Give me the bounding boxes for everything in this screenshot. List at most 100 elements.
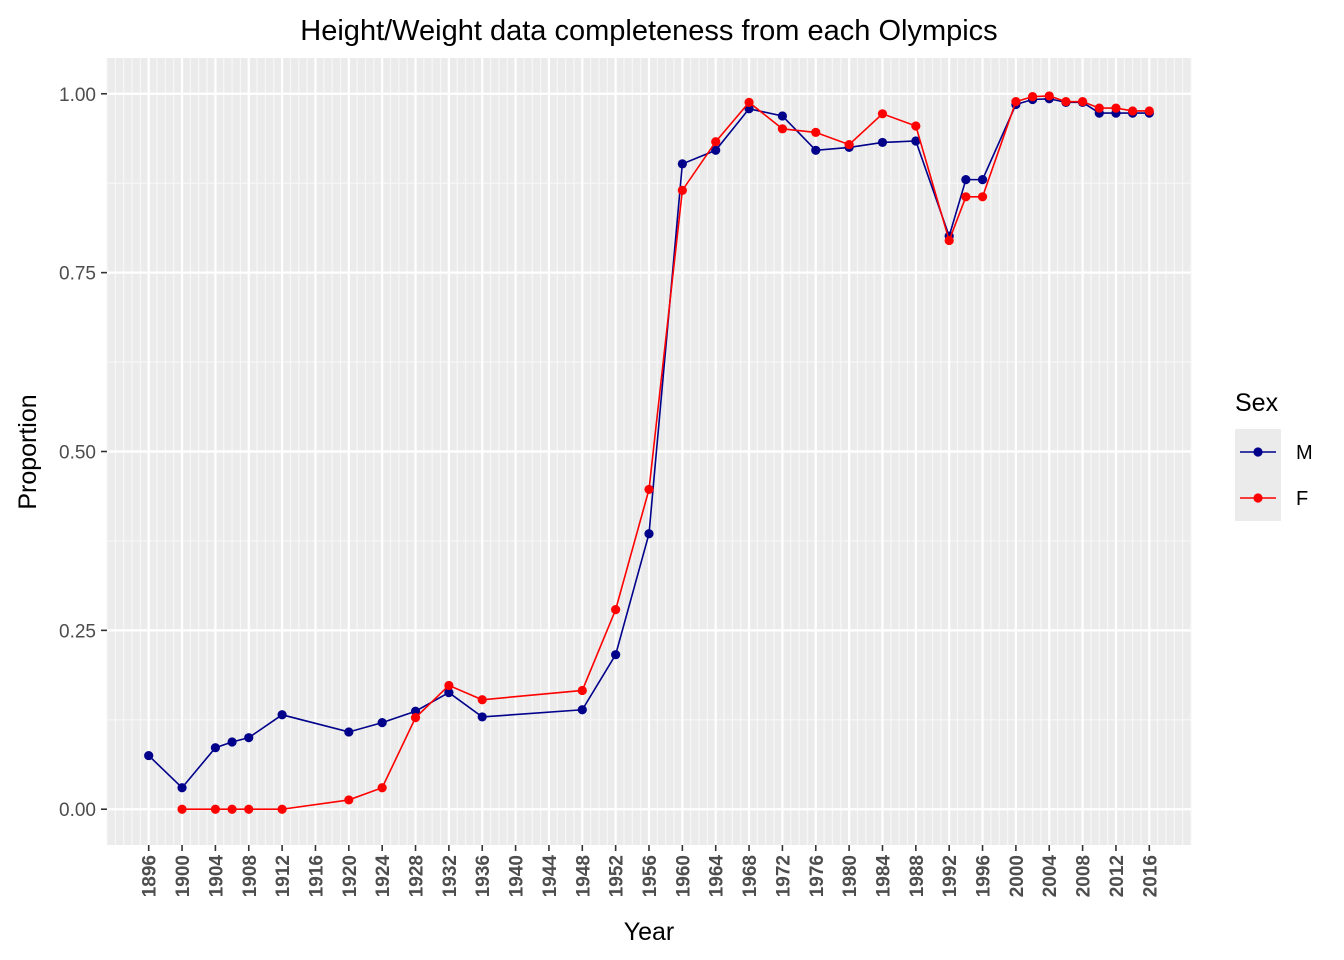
legend-keys: MF	[1235, 429, 1313, 521]
y-tick-label: 1.00	[59, 85, 96, 106]
data-point-F	[1061, 97, 1071, 107]
x-tick-label: 1976	[807, 855, 828, 897]
x-tick-label: 1936	[473, 855, 494, 897]
y-axis: 0.00 0.25 0.50 0.75 1.00	[59, 85, 107, 821]
legend-label-M: M	[1296, 442, 1313, 464]
y-tick-label: 0.50	[59, 443, 96, 464]
x-tick-label: 1920	[340, 855, 361, 897]
x-tick-label: 1900	[173, 855, 194, 897]
data-point-M	[277, 710, 287, 720]
x-tick-label: 1992	[940, 855, 961, 897]
x-tick-label: 1896	[140, 855, 161, 897]
data-point-F	[210, 804, 220, 814]
y-tick-label: 0.75	[59, 264, 96, 285]
x-tick-label: 1940	[507, 855, 528, 897]
data-point-M	[677, 159, 687, 169]
x-tick-label: 1968	[740, 855, 761, 897]
data-point-F	[1044, 91, 1054, 101]
data-point-F	[1144, 106, 1154, 116]
series-line-M	[148, 97, 1150, 789]
x-tick-label: 2000	[1007, 855, 1028, 897]
data-point-M	[644, 529, 654, 539]
x-tick-label: 1928	[407, 855, 428, 897]
data-point-F	[344, 795, 354, 805]
x-tick-label: 2004	[1040, 855, 1061, 898]
x-tick-label: 1908	[240, 855, 261, 897]
legend: Sex MF	[1235, 389, 1313, 521]
data-point-F	[1128, 106, 1138, 116]
data-point-M	[444, 688, 454, 698]
series-F	[177, 91, 1154, 814]
data-point-F	[377, 783, 387, 793]
data-point-M	[177, 783, 187, 793]
data-point-F	[961, 192, 971, 202]
data-point-M	[227, 737, 237, 747]
data-point-M	[244, 733, 254, 743]
data-point-F	[1094, 103, 1104, 113]
legend-title: Sex	[1235, 389, 1279, 417]
legend-label-F: F	[1296, 488, 1308, 510]
x-tick-label: 1964	[707, 855, 728, 898]
y-axis-title: Proportion	[14, 394, 42, 509]
x-tick-label: 1960	[673, 855, 694, 897]
x-tick-label: 2008	[1074, 855, 1095, 897]
data-point-F	[577, 685, 587, 696]
data-point-M	[977, 175, 988, 185]
x-tick-label: 1996	[974, 855, 995, 897]
x-tick-label: 1956	[640, 855, 661, 897]
data-point-M	[344, 727, 354, 737]
data-point-M	[611, 650, 621, 660]
data-point-F	[711, 137, 721, 147]
data-point-F	[177, 804, 187, 814]
data-point-F	[611, 605, 621, 615]
x-tick-label: 2012	[1107, 855, 1128, 897]
data-point-M	[744, 104, 754, 114]
data-point-F	[744, 97, 754, 107]
x-axis: 1896 1900 1904 1908 1912 1916 1920 1924 1928 1932…	[140, 845, 1161, 898]
x-tick-label: 1948	[573, 855, 594, 897]
data-point-F	[644, 484, 654, 495]
data-point-F	[1011, 97, 1021, 107]
chart-title: Height/Weight data completeness from eac…	[300, 15, 997, 47]
data-point-F	[244, 804, 254, 814]
data-point-F	[777, 124, 788, 134]
x-tick-label: 1912	[273, 855, 294, 897]
legend-item-M: M	[1235, 429, 1313, 475]
data-point-F	[911, 121, 921, 131]
y-tick-label: 0.25	[59, 621, 96, 642]
legend-key-point	[1253, 493, 1263, 503]
data-point-M	[377, 718, 387, 728]
legend-key-point	[1253, 447, 1263, 457]
x-tick-label: 1932	[440, 855, 461, 897]
data-point-F	[277, 804, 287, 814]
data-point-F	[844, 139, 854, 150]
x-tick-label: 1944	[540, 855, 561, 898]
data-point-M	[477, 712, 487, 722]
data-point-M	[577, 705, 587, 715]
x-tick-label: 1980	[840, 855, 861, 897]
data-point-M	[410, 706, 421, 716]
y-tick-label: 0.00	[59, 800, 96, 821]
data-point-F	[477, 695, 487, 705]
x-tick-label: 1924	[373, 855, 394, 898]
data-point-F	[1078, 97, 1088, 107]
data-point-M	[911, 136, 921, 146]
data-point-M	[210, 743, 220, 753]
data-point-M	[711, 145, 721, 155]
data-point-F	[677, 185, 687, 195]
data-point-F	[977, 192, 988, 202]
data-point-M	[961, 175, 971, 185]
data-point-F	[444, 680, 454, 691]
data-point-F	[1027, 92, 1038, 102]
legend-item-F: F	[1235, 475, 1308, 521]
x-tick-label: 1988	[907, 855, 928, 897]
x-tick-label: 1972	[773, 855, 794, 897]
x-tick-label: 1984	[873, 855, 894, 898]
data-point-F	[227, 804, 237, 814]
data-point-F	[811, 127, 821, 138]
data-point-F	[877, 109, 888, 119]
data-point-M	[777, 111, 788, 121]
x-tick-label: 1916	[306, 855, 327, 897]
